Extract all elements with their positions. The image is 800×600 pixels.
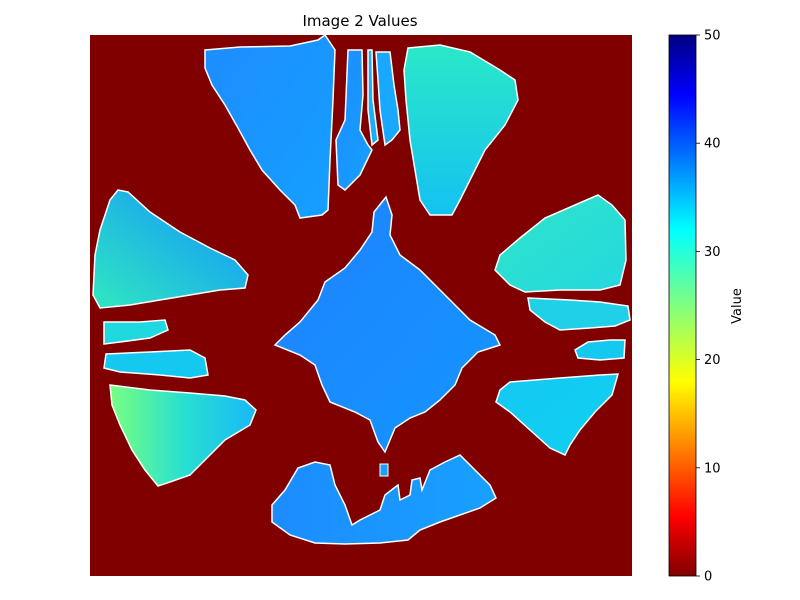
region-right-wedge-upper (494, 194, 627, 293)
colorbar-tick-label: 40 (704, 137, 721, 152)
colorbar-label: Value (730, 288, 745, 324)
colorbar-ticks: 0 10 20 30 40 50 (696, 29, 721, 585)
region-top-strip-1 (335, 49, 373, 191)
colorbar-tick-label: 30 (704, 245, 721, 260)
colorbar-tick-label: 10 (704, 461, 721, 476)
region-right-small-patch (574, 339, 626, 361)
colorbar: 0 10 20 30 40 50 Value (668, 29, 745, 585)
region-top-strip-3 (367, 49, 379, 147)
region-top-strip-2 (375, 51, 401, 147)
colorbar-tick-label: 50 (704, 29, 721, 44)
chart-title: Image 2 Values (302, 12, 417, 30)
region-left-bar-lower (103, 349, 209, 379)
region-top-left-wedge (204, 33, 336, 219)
colorbar-gradient (668, 34, 697, 577)
region-bottom-wedge (271, 454, 497, 545)
region-bottom-right-wedge (495, 373, 620, 456)
region-center-diamond (273, 195, 502, 454)
region-top-right-wedge (403, 44, 519, 216)
heatmap-plot (90, 33, 632, 576)
region-left-triangle (92, 189, 249, 309)
region-bottom-small-dot (379, 463, 389, 477)
region-right-strip (527, 297, 631, 331)
colorbar-tick-label: 20 (704, 353, 721, 368)
region-bottom-left-wedge (109, 384, 257, 487)
region-left-bar-upper (103, 319, 169, 345)
colorbar-tick-label: 0 (704, 570, 712, 585)
